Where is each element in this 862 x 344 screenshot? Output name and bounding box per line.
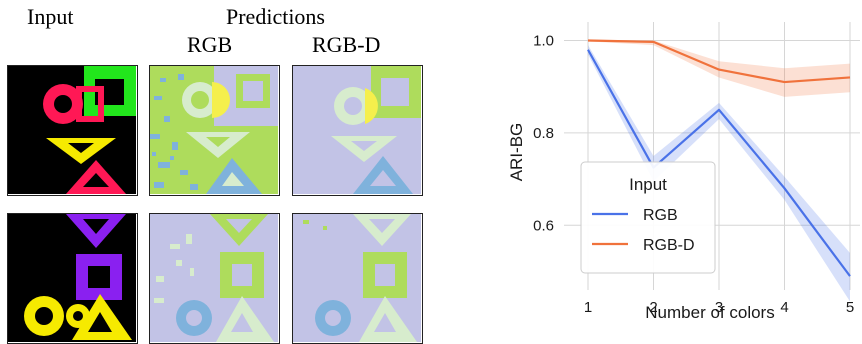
header-predictions: Predictions (226, 4, 325, 29)
series-lines (587, 39, 851, 277)
legend-title: Input (629, 175, 667, 194)
y-tick-label: 1.0 (533, 32, 554, 49)
row1-pred-rgb-image (149, 65, 280, 196)
header-input: Input (27, 4, 74, 29)
ari-bg-line-chart: 1 2 3 4 5 0.6 0.8 1.0 Number of colors ARI-BG I… (507, 22, 860, 322)
x-tick-label: 1 (584, 299, 592, 316)
y-tick-label: 0.6 (533, 217, 554, 234)
legend-label-rgbd: RGB-D (643, 237, 695, 254)
x-tick-label: 5 (846, 299, 854, 316)
row2-input-image (7, 213, 138, 344)
header-rgbd: RGB-D (312, 32, 381, 57)
row2-pred-rgb-image (149, 213, 280, 344)
x-tick-label: 2 (649, 299, 657, 316)
row2-pred-rgbd-image (292, 213, 423, 344)
x-tick-label: 4 (780, 299, 788, 316)
row1-input-image (7, 65, 138, 196)
y-axis-label: ARI-BG (507, 123, 526, 182)
legend: Input RGB RGB-D (580, 161, 716, 274)
y-tick-label: 0.8 (533, 125, 554, 142)
tick-labels: 1 2 3 4 5 0.6 0.8 1.0 (533, 32, 854, 316)
x-axis-label: Number of colors (645, 303, 774, 322)
legend-box (580, 161, 716, 274)
x-tick-label: 3 (715, 299, 723, 316)
row1-pred-rgbd-image (292, 65, 423, 196)
legend-label-rgb: RGB (643, 207, 678, 224)
grid-lines (564, 22, 860, 290)
header-rgb: RGB (187, 32, 233, 57)
